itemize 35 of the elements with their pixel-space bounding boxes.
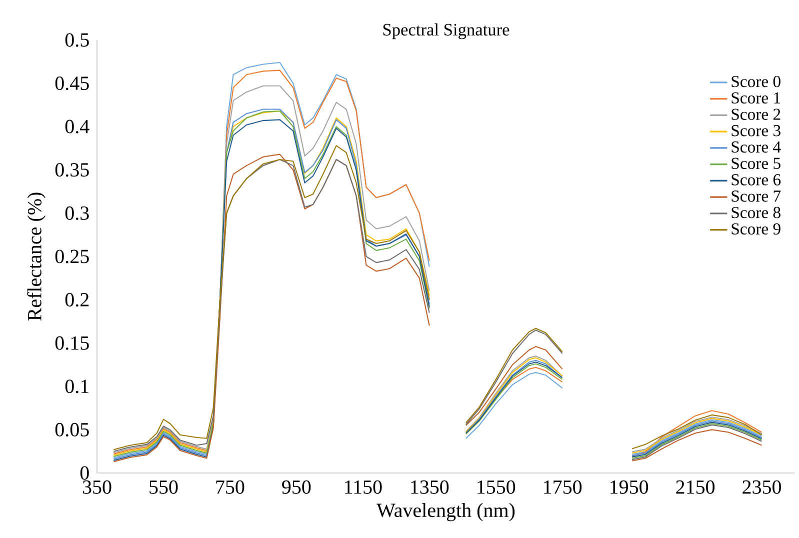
y-tick-label: 0.3 [65,206,89,220]
legend-label: Score 2 [732,108,780,120]
legend-label: Score 5 [732,158,780,169]
x-tick-label: 1750 [544,480,582,494]
x-tick-label: 950 [282,480,311,494]
x-tick-label: 1950 [610,480,648,494]
y-tick-label: 0.45 [55,76,89,90]
y-tick-label: 0.25 [55,250,89,264]
y-tick-label: 0.4 [65,120,90,134]
y-tick-label: 0 [80,466,89,480]
y-tick-label: 0.5 [65,33,89,47]
y-axis-title: Reflectance (%) [27,192,46,321]
x-tick-label: 2150 [676,480,715,494]
y-tick-label: 0.15 [55,336,89,350]
x-tick-label: 1350 [411,480,449,494]
x-tick-label: 2350 [742,480,781,494]
x-tick-label: 550 [150,480,178,494]
y-tick-label: 0.05 [55,422,89,436]
y-tick-label: 0.35 [55,163,89,177]
legend-label: Score 8 [732,206,780,218]
legend-label: Score 1 [732,92,780,104]
legend-label: Score 7 [732,190,781,202]
legend-label: Score 6 [732,174,781,186]
x-tick-label: 1150 [345,480,382,494]
legend-label: Score 4 [732,141,781,153]
legend-label: Score 0 [732,76,780,88]
legend-label: Score 3 [732,125,780,136]
x-axis-title: Wavelength (nm) [376,503,515,522]
x-tick-label: 350 [82,480,112,494]
y-tick-label: 0.1 [65,380,88,394]
x-tick-label: 750 [216,480,244,494]
x-tick-label: 1550 [478,480,516,494]
legend-label: Score 9 [732,223,780,235]
y-tick-label: 0.2 [65,293,89,307]
chart-title: Spectral Signature [383,23,510,40]
